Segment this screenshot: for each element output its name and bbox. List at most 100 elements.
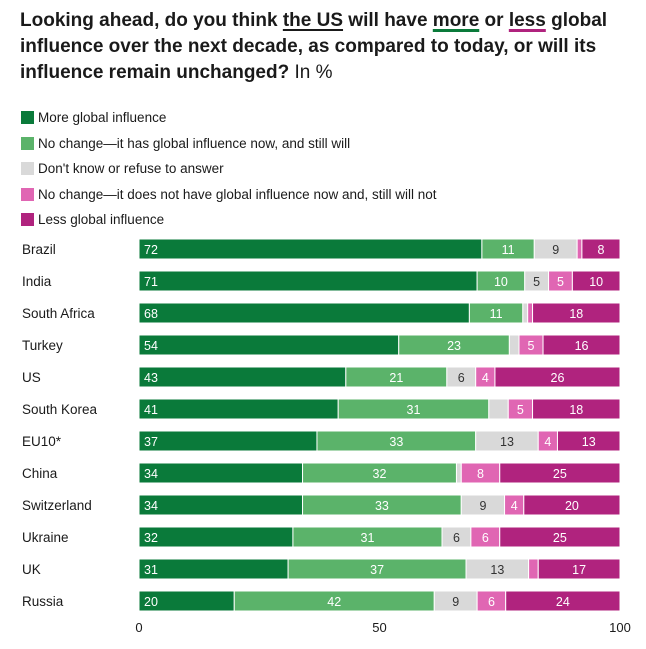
bar-segment-less xyxy=(499,462,621,484)
data-label: 32 xyxy=(144,531,158,545)
title-the-us: the US xyxy=(282,10,344,31)
bar-segment-more xyxy=(138,494,304,516)
data-label: 8 xyxy=(477,467,484,481)
legend-label: Don't know or refuse to answer xyxy=(38,161,224,177)
legend-label: No change—it does not have global influe… xyxy=(38,186,437,202)
data-label: 5 xyxy=(533,275,540,289)
title-text: or xyxy=(479,10,509,31)
category-label: Turkey xyxy=(22,338,63,353)
category-label: South Africa xyxy=(22,306,95,321)
data-label: 6 xyxy=(453,531,460,545)
data-label: 10 xyxy=(589,275,603,289)
data-label: 4 xyxy=(511,499,518,513)
data-label: 72 xyxy=(144,243,158,257)
data-label: 26 xyxy=(551,371,565,385)
bar-segment-less xyxy=(494,366,621,388)
data-label: 68 xyxy=(144,307,158,321)
legend-swatch xyxy=(21,111,34,125)
legend-swatch xyxy=(21,162,34,176)
data-label: 13 xyxy=(490,563,504,577)
category-label: EU10* xyxy=(22,434,62,449)
bar-segment-more xyxy=(138,558,289,580)
bar-segment-no-change-not xyxy=(527,302,534,324)
data-label: 43 xyxy=(144,371,158,385)
data-label: 41 xyxy=(144,403,158,417)
data-label: 24 xyxy=(556,595,570,609)
bar-segment-less xyxy=(499,526,621,548)
data-label: 16 xyxy=(575,339,589,353)
category-label: Switzerland xyxy=(22,498,92,513)
legend-swatch xyxy=(21,136,34,150)
bar-row: UK 31 37 13 17 xyxy=(22,558,621,580)
data-label: 4 xyxy=(482,371,489,385)
bar-row: Turkey 54 23 5 16 xyxy=(22,334,621,356)
bar-segment-no-change-not xyxy=(576,238,583,260)
data-label: 13 xyxy=(500,435,514,449)
bar-segment-less xyxy=(571,270,621,292)
category-label: South Korea xyxy=(22,402,98,417)
data-label: 25 xyxy=(553,531,567,545)
title-text: Looking ahead, do you think xyxy=(20,10,283,31)
x-tick-label: 100 xyxy=(609,620,631,635)
bar-segment-more xyxy=(138,334,400,356)
legend: More global influence No change—it has gl… xyxy=(21,105,437,233)
bar-row: South Korea 41 31 5 18 xyxy=(22,398,621,420)
bar-segment-more xyxy=(138,270,478,292)
bar-row: Ukraine 32 31 6 6 25 xyxy=(22,526,621,548)
bar-row: Switzerland 34 33 9 4 20 xyxy=(22,494,621,516)
bar-segment-less xyxy=(581,238,621,260)
bar-segment-less xyxy=(505,590,621,612)
bar-row: EU10* 37 33 13 4 13 xyxy=(22,430,621,452)
data-label: 4 xyxy=(544,435,551,449)
legend-label: No change—it has global influence now, a… xyxy=(38,135,351,151)
bar-row: South Africa 68 11 18 xyxy=(22,302,621,324)
x-tick-label: 0 xyxy=(135,620,142,635)
legend-swatch xyxy=(21,213,34,227)
data-label: 33 xyxy=(375,499,389,513)
title-text: global influence over the next decade, a… xyxy=(20,10,608,83)
bar-segment-less xyxy=(542,334,621,356)
bar-segment-more xyxy=(138,430,318,452)
data-label: 18 xyxy=(569,403,583,417)
data-label: 42 xyxy=(327,595,341,609)
legend-item-no-change-not: No change—it does not have global influe… xyxy=(21,182,437,208)
category-label: Ukraine xyxy=(22,530,69,545)
data-label: 9 xyxy=(452,595,459,609)
data-label: 21 xyxy=(389,371,403,385)
data-label: 31 xyxy=(407,403,421,417)
data-label: 37 xyxy=(144,435,158,449)
data-label: 32 xyxy=(373,467,387,481)
legend-item-more: More global influence xyxy=(21,105,437,131)
bar-segment-dont-know xyxy=(455,462,462,484)
bar-row: Brazil 72 11 9 8 xyxy=(22,238,621,260)
category-label: China xyxy=(22,466,58,481)
category-label: UK xyxy=(22,562,41,577)
data-label: 34 xyxy=(144,499,158,513)
bar-segment-more xyxy=(138,302,470,324)
data-label: 13 xyxy=(582,435,596,449)
data-label: 6 xyxy=(482,531,489,545)
bar-segment-dont-know xyxy=(488,398,509,420)
data-label: 8 xyxy=(597,243,604,257)
data-label: 5 xyxy=(517,403,524,417)
category-label: US xyxy=(22,370,41,385)
bar-segment-more xyxy=(138,398,339,420)
data-label: 6 xyxy=(488,595,495,609)
data-label: 54 xyxy=(144,339,158,353)
data-label: 18 xyxy=(569,307,583,321)
data-label: 11 xyxy=(502,243,515,257)
data-label: 20 xyxy=(144,595,158,609)
bar-segment-more xyxy=(138,366,347,388)
category-label: India xyxy=(22,274,52,289)
title-more: more xyxy=(432,10,480,31)
data-label: 11 xyxy=(490,307,503,321)
bar-segment-dont-know xyxy=(508,334,520,356)
bar-segment-less xyxy=(556,430,621,452)
bar-segment-less xyxy=(532,398,621,420)
bar-row: China 34 32 8 25 xyxy=(22,462,621,484)
data-label: 71 xyxy=(144,275,158,289)
legend-item-no-change-has: No change—it has global influence now, a… xyxy=(21,131,437,157)
bar-segment-more xyxy=(138,462,304,484)
data-label: 9 xyxy=(552,243,559,257)
bar-segment-more xyxy=(138,526,294,548)
